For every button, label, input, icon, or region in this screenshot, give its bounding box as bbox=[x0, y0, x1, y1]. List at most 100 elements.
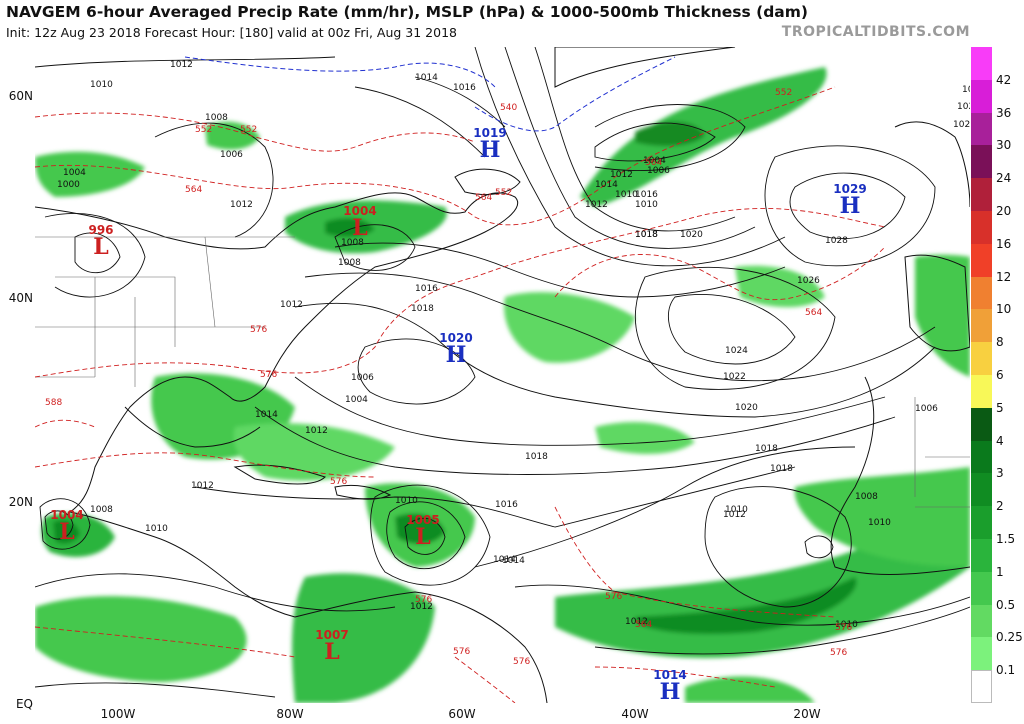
pressure-center-symbol: H bbox=[445, 342, 467, 368]
isobar-line bbox=[44, 510, 74, 540]
source-watermark: TROPICALTIDBITS.COM bbox=[781, 24, 970, 40]
colorbar-label: 36 bbox=[996, 105, 1012, 120]
pressure-center-symbol: H bbox=[839, 193, 861, 219]
isobar-value-label: 1018 bbox=[525, 452, 548, 462]
isobar-value-label: 1016 bbox=[415, 284, 438, 294]
isobar-value-label: 1010 bbox=[615, 190, 638, 200]
high-pressure-center: 1020 H bbox=[439, 332, 472, 366]
isobar-value-label: 1014 bbox=[493, 555, 516, 565]
pressure-center-value: 1029 bbox=[833, 182, 867, 196]
isobar-value-label: 1008 bbox=[855, 492, 878, 502]
coastline-south-america bbox=[294, 591, 548, 703]
isobar-line bbox=[594, 606, 970, 655]
low-pressure-center: 1004 L bbox=[50, 509, 83, 543]
low-pressure-center: 1004 L bbox=[343, 205, 376, 239]
isobar-line bbox=[44, 212, 146, 298]
thickness-value-label: 564 bbox=[475, 193, 492, 203]
thickness-line-blue bbox=[474, 56, 676, 132]
colorbar-label: 2 bbox=[996, 499, 1004, 514]
weather-map-svg: 1012 1010 1014 1016 1008 1004 1000 1012 1006 1008… bbox=[35, 47, 970, 703]
thickness-value-label: 576 bbox=[835, 623, 852, 633]
high-pressure-center: 1014 H bbox=[653, 669, 686, 703]
high-pressure-center: 1029 H bbox=[833, 183, 866, 217]
isobar-line bbox=[404, 517, 446, 555]
precip-area bbox=[292, 573, 435, 703]
isobar-line bbox=[474, 47, 786, 267]
lat-label-60n: 60N bbox=[8, 89, 33, 103]
isobar-line bbox=[504, 47, 756, 249]
thickness-value-label: 564 bbox=[805, 308, 822, 318]
coastline-africa bbox=[830, 376, 970, 575]
border-line bbox=[55, 276, 176, 347]
lat-label-eq: EQ bbox=[15, 697, 33, 711]
coastline-newfoundland bbox=[454, 168, 521, 195]
isobar-value-label: 1028 bbox=[825, 236, 848, 246]
isobar-value-label: 1012 bbox=[610, 170, 633, 180]
high-pressure-center: 1019 H bbox=[473, 127, 506, 161]
thickness-value-label: 576 bbox=[250, 325, 267, 335]
colorbar-swatch bbox=[971, 145, 992, 179]
isobar-value-label: 1014 bbox=[415, 73, 438, 83]
isobar-line bbox=[704, 486, 852, 608]
coastline-north-america bbox=[35, 192, 518, 513]
precip-area bbox=[735, 265, 825, 308]
colorbar-swatch bbox=[971, 539, 992, 573]
colorbar-swatch bbox=[971, 604, 992, 638]
pressure-center-value: 1020 bbox=[439, 331, 473, 345]
isobar-line bbox=[35, 573, 396, 612]
lat-label-40n: 40N bbox=[8, 291, 33, 305]
isobar-line bbox=[354, 86, 486, 158]
isobar-value-label: 1012 bbox=[305, 426, 328, 436]
precip-area bbox=[685, 676, 815, 703]
lat-label-20n: 20N bbox=[8, 495, 33, 509]
isobar-value-label: 1020 bbox=[735, 403, 758, 413]
colorbar-swatch bbox=[971, 79, 992, 114]
lon-label-20w: 20W bbox=[793, 707, 821, 721]
isobar-value-label: 1006 bbox=[647, 166, 670, 176]
isobar-line bbox=[194, 466, 796, 528]
colorbar-swatch bbox=[971, 571, 992, 606]
thickness-line bbox=[594, 666, 776, 688]
colorbar-label: 30 bbox=[996, 138, 1012, 153]
lon-label-80w: 80W bbox=[276, 707, 304, 721]
precip-area bbox=[35, 596, 247, 682]
isobar-line bbox=[474, 446, 856, 568]
colorbar-label: 0.25 bbox=[996, 630, 1023, 645]
map-subtitle: Init: 12z Aug 23 2018 Forecast Hour: [18… bbox=[6, 25, 457, 40]
low-pressure-center: 1005 L bbox=[406, 514, 439, 548]
isobar-value-label: 1000 bbox=[57, 180, 80, 190]
colorbar-swatch bbox=[971, 637, 992, 671]
thickness-value-label: 552 bbox=[775, 88, 792, 98]
isobar-value-label: 1012 bbox=[230, 200, 253, 210]
lon-label-100w: 100W bbox=[100, 707, 136, 721]
isobar-value-label: 1026 bbox=[953, 120, 970, 130]
isobar-value-label: 1008 bbox=[341, 238, 364, 248]
political-borders bbox=[35, 236, 970, 508]
isobar-value-label: 1018 bbox=[635, 230, 658, 240]
isobar-value-label: 1026 bbox=[797, 276, 820, 286]
colorbar-swatch bbox=[971, 670, 992, 704]
isobar-value-label: 1012 bbox=[191, 481, 214, 491]
thickness-value-label: 564 bbox=[635, 620, 652, 630]
isobar-line bbox=[804, 535, 834, 559]
isobar-line bbox=[668, 293, 796, 365]
isobar-value-label: 1020 bbox=[680, 230, 703, 240]
isobar-line bbox=[154, 122, 274, 238]
isobar-value-label: 1010 bbox=[725, 505, 748, 515]
low-pressure-center: 1007 L bbox=[315, 629, 348, 663]
thickness-value-label: 576 bbox=[453, 647, 470, 657]
isobar-line bbox=[294, 302, 936, 418]
colorbar-label: 10 bbox=[996, 302, 1012, 317]
thickness-value-label: 552 bbox=[240, 125, 257, 135]
isobar-value-label: 1004 bbox=[63, 168, 86, 178]
isobar-value-label: 1012 bbox=[625, 617, 648, 627]
isobar-line bbox=[304, 272, 936, 382]
thickness-value-label: 576 bbox=[330, 477, 347, 487]
thickness-line bbox=[554, 246, 886, 301]
pressure-center-value: 1014 bbox=[653, 668, 687, 682]
thickness-value-label: 540 bbox=[500, 103, 517, 113]
pressure-center-value: 996 bbox=[88, 223, 114, 237]
pressure-center-symbol: L bbox=[352, 215, 368, 241]
colorbar-swatch bbox=[971, 309, 992, 343]
coastline-europe bbox=[894, 121, 970, 208]
